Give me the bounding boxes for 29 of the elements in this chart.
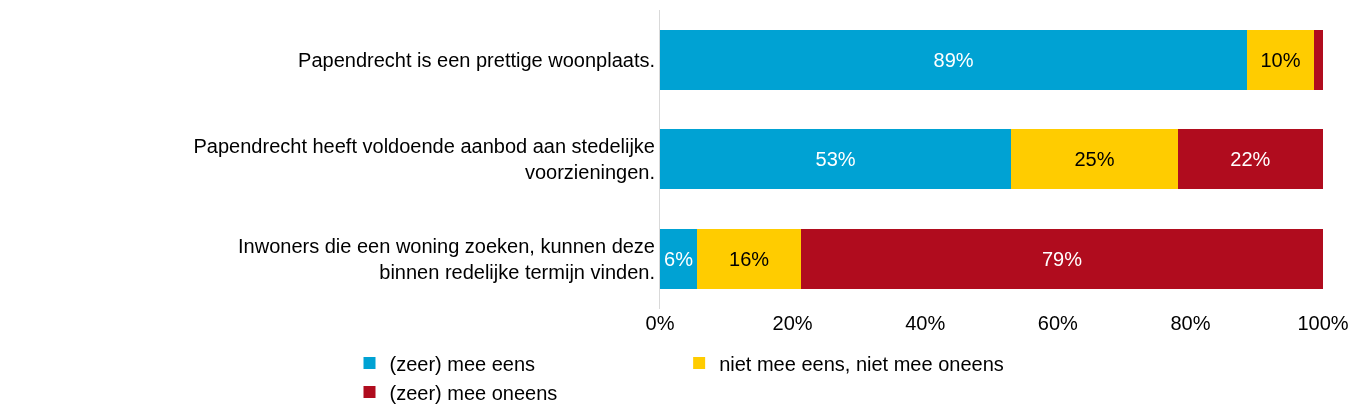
data-label: 16% <box>729 247 770 270</box>
y-tick-label: Inwoners die een woning zoeken, kunnen deze binnen redelijke termijn vinden. <box>238 234 655 283</box>
y-tick-label: Papendrecht is een prettige woonplaats. <box>298 48 655 71</box>
data-label: 53% <box>815 148 856 171</box>
data-label: 25% <box>1074 148 1115 171</box>
bar <box>1177 129 1323 190</box>
bar <box>697 228 802 289</box>
bar <box>1247 29 1314 90</box>
data-label: 89% <box>933 48 974 71</box>
bar <box>660 129 1012 190</box>
bar <box>1011 129 1178 190</box>
bar <box>1313 29 1323 90</box>
x-tick-label: 80% <box>1170 311 1211 334</box>
data-label: 79% <box>1041 247 1083 270</box>
legend-label: (zeer) mee oneens <box>389 381 558 404</box>
x-tick-label: 40% <box>905 311 946 334</box>
legend-label: (zeer) mee eens <box>389 352 536 375</box>
x-tick-label: 0% <box>645 311 675 334</box>
bar <box>801 228 1323 289</box>
x-tick-label: 20% <box>772 311 813 334</box>
x-tick-label: 100% <box>1297 311 1349 334</box>
x-tick-label: 60% <box>1037 311 1079 334</box>
y-tick-label: Papendrecht heeft voldoende aanbod aan stedelijke voorzieningen. <box>193 135 655 184</box>
legend-label: niet mee eens, niet mee oneens <box>719 352 1004 375</box>
data-label: 10% <box>1260 48 1301 71</box>
bar <box>660 228 698 289</box>
data-label: 22% <box>1230 148 1271 171</box>
data-label: 6% <box>664 247 694 270</box>
bar <box>660 29 1248 90</box>
